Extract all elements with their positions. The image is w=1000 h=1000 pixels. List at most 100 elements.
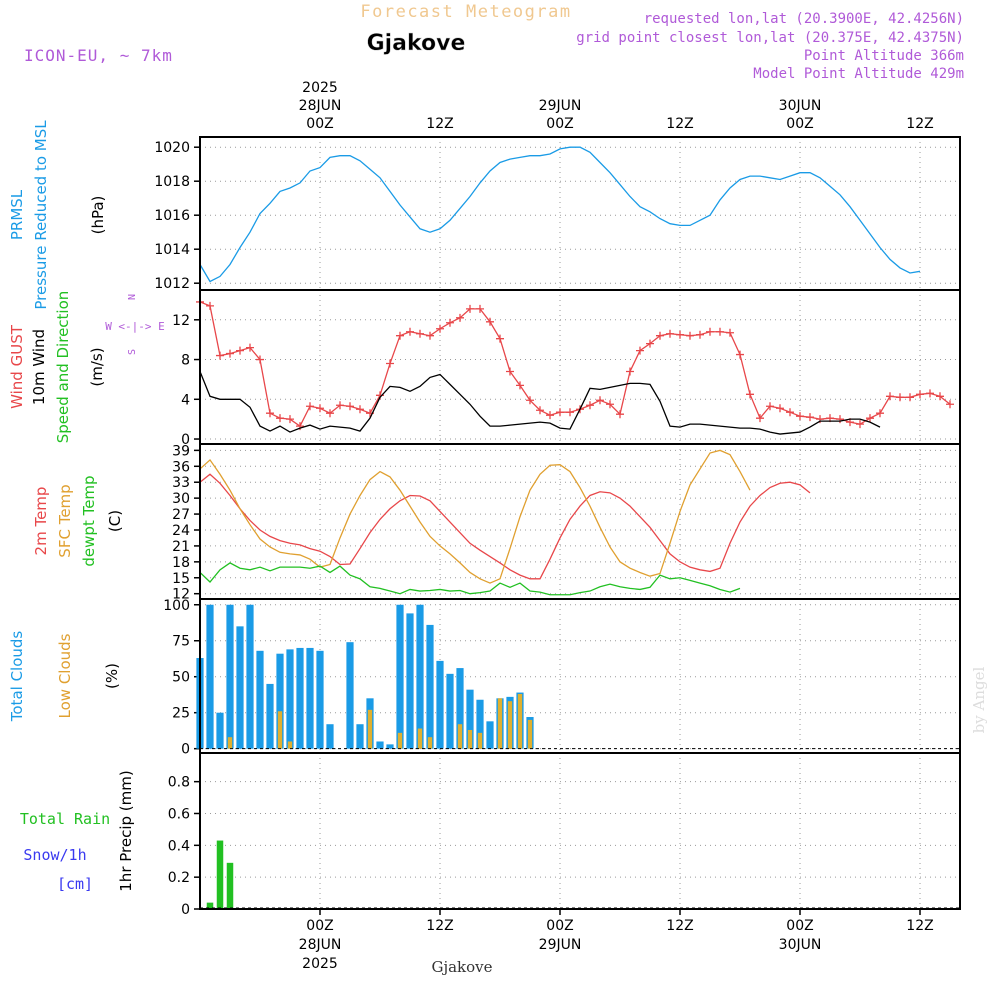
y-tick-label: 1012 — [154, 276, 190, 292]
gust-marker — [546, 411, 554, 420]
rain-bar — [216, 840, 224, 909]
y-tick-label: 1018 — [154, 174, 190, 190]
series-line-wind-gust — [199, 301, 951, 428]
panel-frame — [199, 598, 961, 754]
gust-marker — [236, 346, 244, 355]
top-time-axis: 2025 28JUN 00Z 12Z 29JUN 00Z 12Z 30JUN 00Z 12Z — [299, 80, 934, 132]
panel-1: 1012 1014 1016 1018 1020 PRMSL Pressure Reduce… — [8, 120, 961, 310]
y-tick-label: 1020 — [154, 140, 190, 156]
total-cloud-bar — [316, 650, 324, 749]
gust-marker — [906, 393, 914, 402]
gust-marker — [246, 343, 254, 352]
top-time-label: 12Z — [426, 116, 453, 132]
low-cloud-bar — [397, 732, 403, 749]
top-time-label: 28JUN — [299, 98, 342, 114]
total-cloud-bar — [456, 668, 464, 749]
y-tick-label: 0.8 — [168, 775, 190, 791]
panel-2: 0 4 8 12 Wind GUST 10m Wind Speed and Directio… — [8, 289, 961, 448]
y-tick-label: 12 — [172, 587, 190, 603]
watermark: by Angel — [970, 666, 988, 733]
y-tick-label: 50 — [172, 670, 190, 686]
total-cloud-bar — [266, 683, 274, 749]
total-cloud-bar — [396, 604, 404, 749]
gust-marker — [706, 327, 714, 336]
total-cloud-bar — [376, 741, 384, 749]
gust-marker — [836, 415, 844, 424]
y-tick-label: 25 — [172, 706, 190, 722]
series-line-sfc-temp — [199, 449, 751, 584]
low-cloud-bar — [457, 724, 463, 749]
low-cloud-bar — [507, 701, 513, 749]
top-time-label: 00Z — [786, 116, 813, 132]
bottom-time-label: 12Z — [666, 918, 693, 934]
gust-marker — [816, 415, 824, 424]
info-model-altitude: Model Point Altitude 429m — [753, 66, 964, 82]
gust-marker — [356, 405, 364, 414]
bottom-time-axis: 00Z 28JUN 2025 12Z 00Z 29JUN 12Z 00Z 30JUN 12Z — [299, 909, 934, 972]
y-tick-label: 36 — [172, 459, 190, 475]
total-cloud-bar — [356, 724, 364, 749]
info-point-altitude: Point Altitude 366m — [804, 48, 964, 64]
gust-marker — [516, 381, 524, 390]
y-tick-label: 12 — [172, 313, 190, 329]
y-axis-label: Speed and Direction — [54, 291, 72, 444]
gust-marker — [256, 355, 264, 364]
y-axis-label: 1hr Precip (mm) — [117, 770, 135, 891]
total-cloud-bar — [466, 689, 474, 749]
top-time-label: 00Z — [306, 116, 333, 132]
gust-marker — [306, 402, 314, 411]
total-cloud-bar — [326, 724, 334, 749]
gust-marker — [486, 317, 494, 326]
total-cloud-bar — [426, 624, 434, 749]
model-label: ICON-EU, ~ 7km — [24, 46, 173, 65]
gust-marker — [606, 400, 614, 409]
gust-marker — [636, 346, 644, 355]
y-tick-label: 15 — [172, 571, 190, 587]
bottom-time-label: 00Z — [546, 918, 573, 934]
gust-marker — [926, 389, 934, 398]
info-requested: requested lon,lat (20.3900E, 42.4256N) — [644, 11, 964, 27]
gust-marker — [886, 392, 894, 401]
total-cloud-bar — [346, 642, 354, 749]
y-tick-label: 8 — [181, 353, 190, 369]
gust-marker — [796, 412, 804, 421]
series-line-2m-temp — [199, 473, 811, 580]
static-layer: Forecast Meteogram Gjakove ICON-EU, ~ 7k… — [24, 2, 988, 976]
y-axis-label: 10m Wind — [30, 329, 48, 405]
gust-marker — [396, 331, 404, 340]
series-line-pressure — [199, 146, 921, 283]
low-cloud-bar — [467, 729, 473, 749]
gust-marker — [506, 367, 514, 376]
gust-marker — [876, 409, 884, 418]
total-cloud-bar — [206, 604, 214, 749]
y-tick-label: 18 — [172, 555, 190, 571]
gust-marker — [276, 414, 284, 423]
top-time-label: 2025 — [302, 80, 338, 96]
precip-legend-label: Total Rain — [20, 810, 110, 828]
y-tick-label: 21 — [172, 539, 190, 555]
gust-marker — [286, 415, 294, 424]
gust-marker — [416, 329, 424, 338]
y-tick-label: 30 — [172, 491, 190, 507]
y-axis-label: (%) — [103, 663, 121, 689]
gust-marker — [316, 404, 324, 413]
low-cloud-bar — [427, 737, 433, 749]
panel-frame — [199, 752, 961, 910]
gust-marker — [686, 331, 694, 340]
gust-marker — [646, 339, 654, 348]
low-cloud-bar — [497, 698, 503, 749]
chart-subtitle: Forecast Meteogram — [360, 2, 571, 22]
gust-marker — [536, 406, 544, 415]
gust-marker — [656, 331, 664, 340]
gust-marker — [916, 390, 924, 399]
y-axis-label: (hPa) — [89, 196, 107, 235]
plot-layer: 1012 1014 1016 1018 1020 PRMSL Pressure Reduce… — [8, 80, 961, 972]
y-tick-label: 0 — [181, 742, 190, 758]
gust-marker — [266, 409, 274, 418]
top-time-label: 12Z — [666, 116, 693, 132]
gust-marker — [936, 392, 944, 401]
gust-marker — [746, 390, 754, 399]
gust-marker — [756, 414, 764, 423]
total-cloud-bar — [436, 660, 444, 749]
